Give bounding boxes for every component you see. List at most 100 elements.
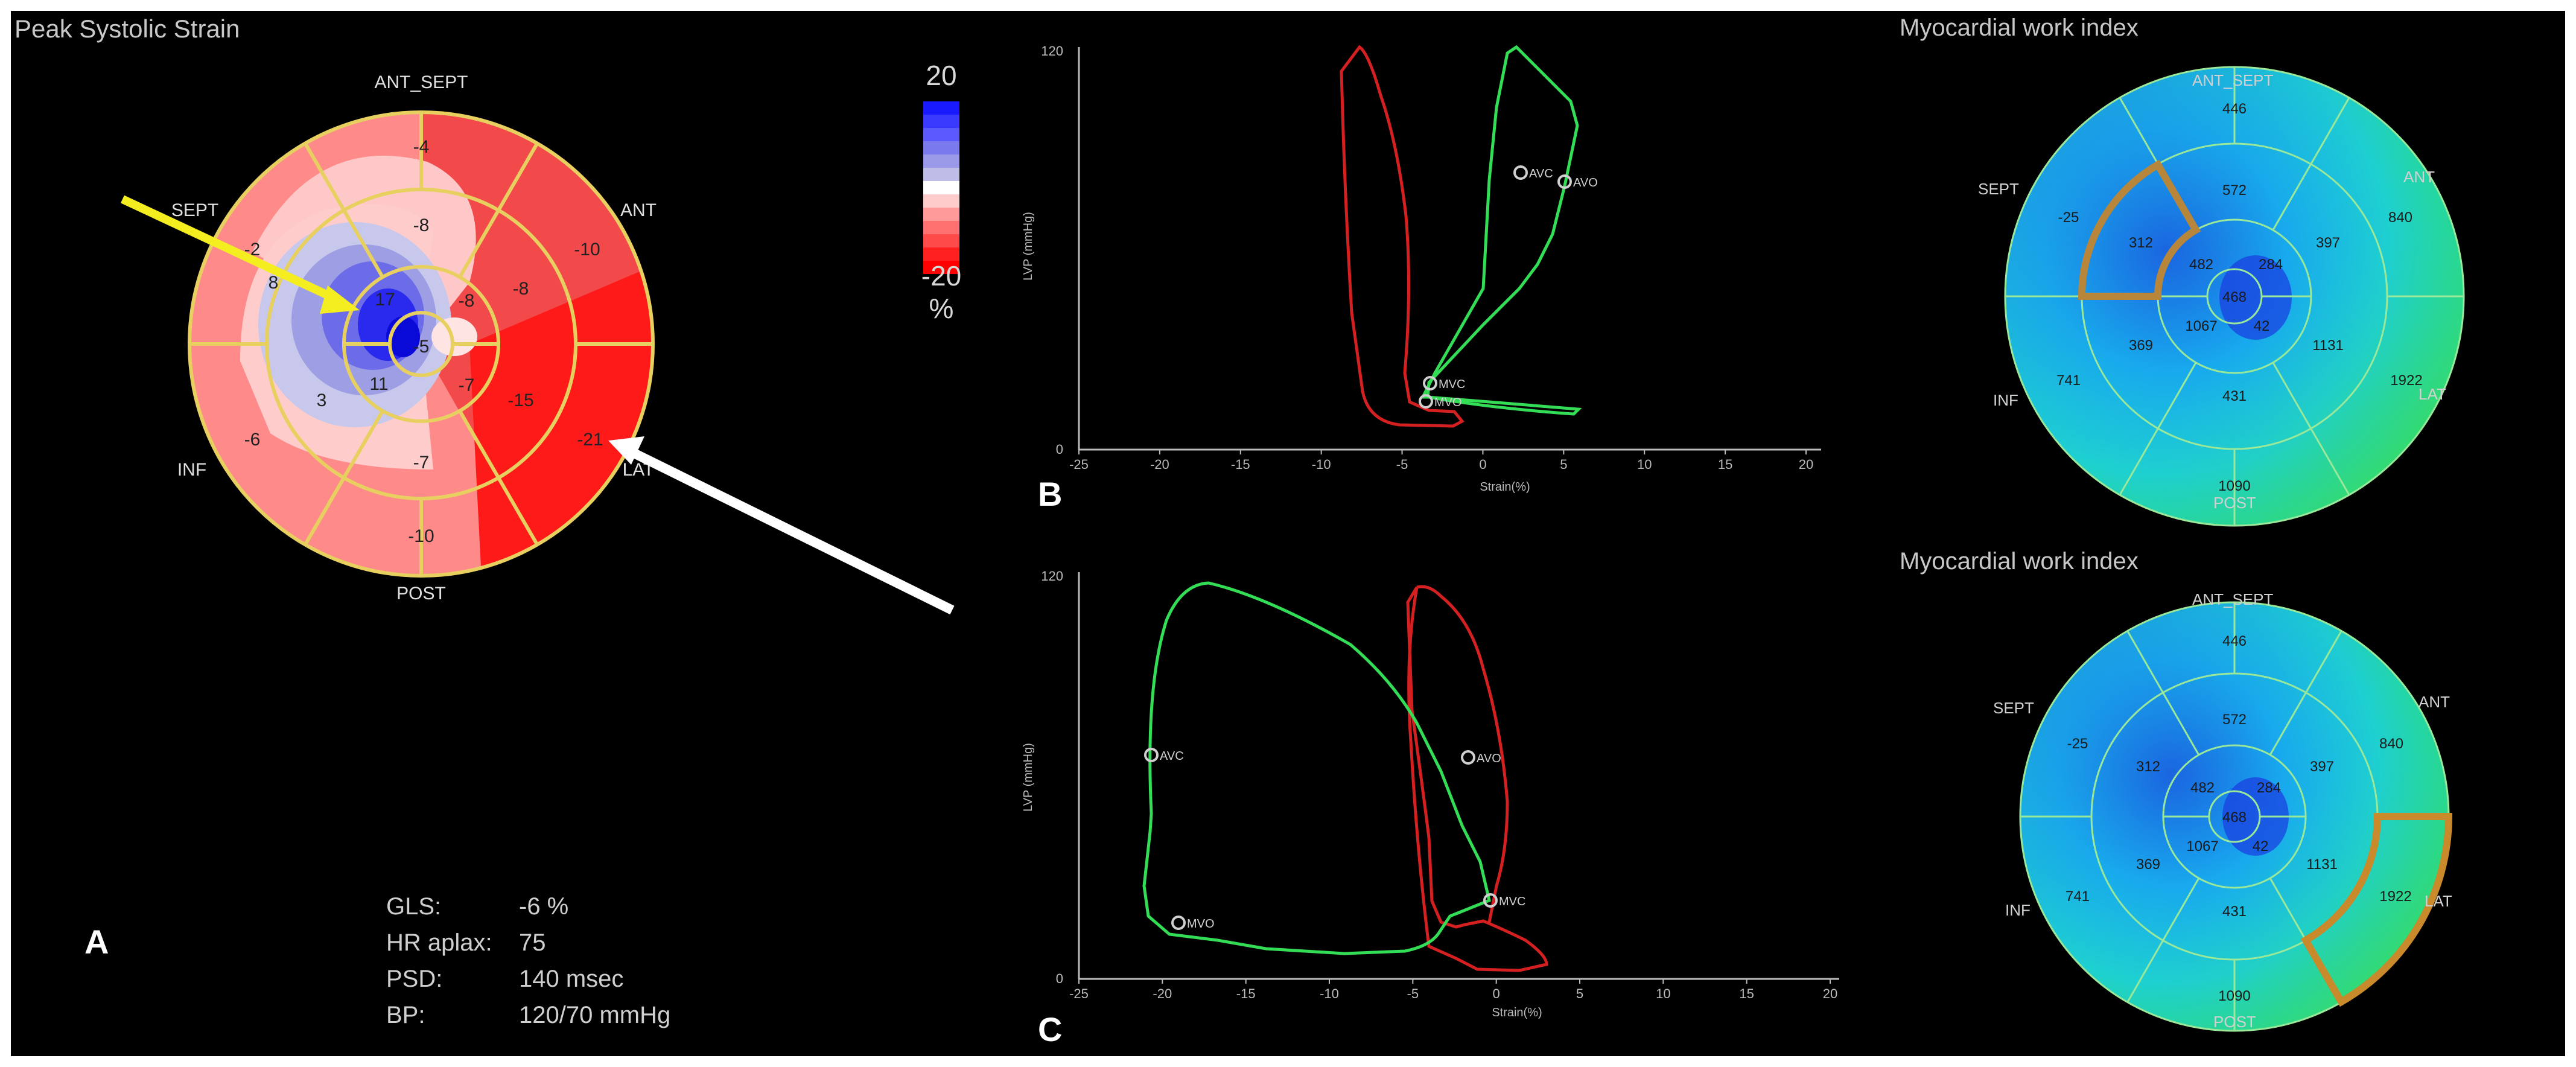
- mwi-bot-label-post: POST: [2213, 1013, 2256, 1031]
- mwi-bot-basal-post: 1090: [2218, 988, 2250, 1004]
- mwi-bot-basal-inf: 741: [2066, 888, 2090, 905]
- c-green-loop: [1142, 581, 1491, 955]
- b-ytick-min: 0: [1056, 442, 1063, 457]
- strain-mid-ant: -8: [513, 279, 529, 299]
- mwi-top-mid-post: 431: [2222, 388, 2247, 404]
- c-xtick-label: -10: [1320, 986, 1339, 1001]
- strain-basal-post: -10: [408, 526, 434, 546]
- mwi-top-basal-sept: -25: [2058, 209, 2079, 226]
- mwi-bot-apical-ant: 284: [2257, 780, 2281, 796]
- scale-swatch: [923, 141, 959, 154]
- mwi-bot-apical-lat: 42: [2253, 838, 2269, 855]
- c-xtick-label: -15: [1236, 986, 1256, 1001]
- mwi-bot-mid-antsept: 572: [2222, 712, 2247, 728]
- scale-swatch: [923, 208, 959, 221]
- c-red-loop: [1406, 585, 1548, 972]
- mwi-top-mid-inf: 369: [2129, 337, 2153, 354]
- mwi-top-basal-antsept: 446: [2222, 101, 2247, 117]
- strain-color-scale: [923, 101, 959, 274]
- mwi-top-label-lat: LAT: [2419, 385, 2446, 403]
- mwi-bot-basal-lat: 1922: [2379, 888, 2411, 905]
- c-xlabel: Strain(%): [1492, 1006, 1542, 1019]
- metric-hr-label: HR aplax:: [386, 929, 492, 956]
- mwi-top-label-antsept: ANT_SEPT: [2192, 71, 2274, 89]
- mwi-top-title: Myocardial work index: [1900, 14, 2139, 41]
- c-marker-avc: AVC: [1160, 750, 1184, 763]
- c-marker-avo: AVO: [1477, 752, 1501, 765]
- b-xtick-label: -15: [1231, 457, 1250, 472]
- strain-basal-inf: -6: [244, 430, 261, 450]
- mwi-top-mid-antsept: 572: [2222, 182, 2247, 199]
- scale-swatch: [923, 194, 959, 208]
- strain-mid-antsept: -8: [413, 215, 430, 235]
- c-marker-mvc: MVC: [1499, 895, 1525, 908]
- b-xtick-label: 0: [1479, 457, 1486, 472]
- scale-swatch: [923, 261, 959, 274]
- mwi-bottom-title: Myocardial work index: [1900, 548, 2139, 575]
- mwi-top-bullseye: 446 840 1922 1090 741 -25 572 397 1131 4…: [2004, 66, 2465, 527]
- strain-apical-sept: 17: [375, 290, 395, 310]
- strain-mid-post: -7: [413, 453, 430, 473]
- c-xtick-label: 0: [1493, 986, 1500, 1001]
- metric-psd-value: 140 msec: [519, 966, 624, 992]
- scale-swatch: [923, 154, 959, 168]
- scale-swatch: [923, 234, 959, 247]
- mwi-top-label-ant: ANT: [2403, 168, 2435, 186]
- c-xtick-label: -5: [1407, 986, 1419, 1001]
- c-xtick-label: 20: [1823, 986, 1837, 1001]
- mwi-top-mid-ant: 397: [2316, 235, 2340, 251]
- b-marker-avc: AVC: [1529, 167, 1553, 180]
- scale-swatch: [923, 115, 959, 128]
- strain-apex: -5: [413, 337, 430, 357]
- mwi-bot-apical-inf: 1067: [2186, 838, 2218, 855]
- mwi-top-label-post: POST: [2213, 494, 2256, 512]
- wall-label-post: POST: [396, 584, 446, 604]
- metric-hr-value: 75: [519, 929, 546, 956]
- mwi-bot-basal-ant: 840: [2379, 736, 2403, 752]
- c-marker-mvo: MVO: [1187, 917, 1215, 931]
- mwi-bot-mid-ant: 397: [2310, 759, 2334, 775]
- wall-label-inf: INF: [177, 460, 206, 480]
- mwi-bot-label-sept: SEPT: [1993, 699, 2034, 717]
- mwi-top-wall-labels: ANT_SEPT ANT LAT POST INF SEPT: [1948, 47, 2551, 542]
- mwi-top-apical-ant: 284: [2259, 256, 2283, 273]
- metric-gls-label: GLS:: [386, 893, 442, 920]
- mwi-bot-basal-sept: -25: [2067, 736, 2088, 752]
- strain-apical-lat: -7: [459, 375, 475, 395]
- b-xtick-label: 5: [1560, 457, 1567, 472]
- b-xtick-label: 10: [1637, 457, 1652, 472]
- strain-apical-ant: -8: [459, 291, 475, 311]
- mwi-top-label-inf: INF: [1993, 391, 2018, 409]
- c-xtick-label: 15: [1739, 986, 1754, 1001]
- mwi-bot-mid-lat: 1131: [2306, 856, 2338, 873]
- mwi-bot-label-inf: INF: [2005, 901, 2031, 919]
- b-xlabel: Strain(%): [1480, 480, 1530, 494]
- mwi-bot-basal-antsept: 446: [2222, 633, 2247, 649]
- panel-a-title: Peak Systolic Strain: [14, 14, 240, 43]
- mwi-top-mid-lat: 1131: [2312, 337, 2344, 354]
- metric-bp-label: BP:: [386, 1002, 425, 1028]
- scale-swatch: [923, 128, 959, 141]
- panel-c-letter: C: [1038, 1010, 1063, 1048]
- strain-apical-inf: 11: [369, 374, 388, 394]
- mwi-top-apical-sept: 482: [2189, 256, 2213, 273]
- scale-swatch: [923, 181, 959, 194]
- mwi-bottom-wall-labels: ANT_SEPT ANT LAT POST INF SEPT: [1948, 578, 2551, 1055]
- b-ylabel: LVP (mmHg): [1022, 212, 1035, 281]
- scale-swatch: [923, 101, 959, 115]
- panel-a-bullseye: -4 -10 -21 -10 -6 -2 -8 -8 -15 -7 3 8 -8…: [121, 72, 959, 615]
- b-xtick-label: -25: [1069, 457, 1089, 472]
- c-xtick-label: 5: [1576, 986, 1583, 1001]
- scale-unit-label: %: [929, 293, 954, 324]
- mwi-top-basal-ant: 840: [2388, 209, 2412, 226]
- mwi-bot-mid-post: 431: [2222, 903, 2247, 920]
- mwi-bottom-bullseye: 446 840 1922 1090 741 -25 572 397 1131 4…: [2019, 601, 2453, 1032]
- figure-canvas: Peak Systolic Strain: [11, 11, 2565, 1056]
- b-xtick-label: -20: [1150, 457, 1169, 472]
- mwi-bot-label-lat: LAT: [2425, 892, 2452, 910]
- scale-max-label: 20: [926, 60, 957, 91]
- metric-bp-value: 120/70 mmHg: [519, 1002, 671, 1028]
- b-ytick-max: 120: [1041, 43, 1063, 59]
- panel-b-pv-loop: -25 -20 -15 -10 -5 0 5 10 15 20 120 0 LVP (mmHg) …: [1022, 43, 1821, 494]
- c-ytick-max: 120: [1041, 569, 1063, 584]
